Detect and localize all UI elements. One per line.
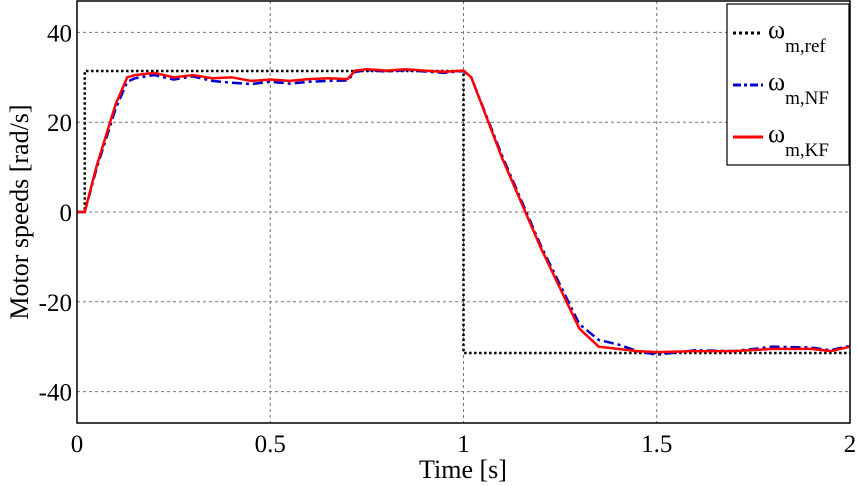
x-tick-label: 0	[71, 431, 84, 458]
y-axis-label: Motor speeds [rad/s]	[5, 104, 34, 319]
x-axis-label: Time [s]	[419, 455, 507, 484]
y-tick-label: -20	[39, 290, 72, 317]
x-tick-label: 2	[844, 431, 857, 458]
plot-frame	[76, 0, 851, 424]
grid	[76, 1, 851, 423]
legend-subscript: m,ref	[785, 36, 826, 57]
legend-subscript: m,KF	[785, 140, 829, 161]
legend-subscript: m,NF	[785, 88, 829, 109]
series-line-m-kf	[77, 67, 851, 354]
y-tick-label: 20	[47, 110, 72, 137]
x-tick-label: 1.5	[641, 431, 672, 458]
y-tick-label: -40	[39, 380, 72, 407]
tick-labels: 0 0.5 1 1.5 2 40 20 0 -20 -40	[39, 20, 857, 458]
series-lines	[77, 67, 851, 357]
y-tick-label: 40	[47, 20, 72, 47]
y-tick-label: 0	[60, 200, 73, 227]
x-tick-label: 0.5	[255, 431, 286, 458]
x-tick-label: 1	[457, 431, 470, 458]
